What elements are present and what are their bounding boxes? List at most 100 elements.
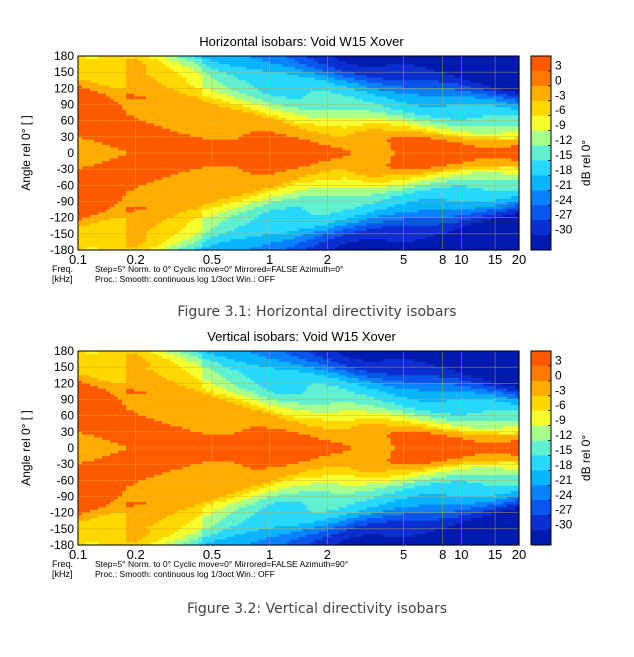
heatmap-cell (150, 58, 155, 62)
heatmap-cell (282, 61, 288, 65)
heatmap-cell (198, 58, 203, 62)
heatmap-cell (122, 155, 127, 159)
heatmap-cell (234, 115, 239, 119)
heatmap-cell (266, 228, 272, 232)
heatmap-cell (182, 196, 187, 200)
heatmap-cell (278, 185, 284, 189)
heatmap-cell (158, 182, 163, 186)
heatmap-cell (102, 158, 107, 162)
heatmap-cell (334, 126, 340, 130)
heatmap-cell (198, 131, 203, 135)
heatmap-cell (294, 139, 300, 143)
heatmap-cell (166, 155, 171, 159)
heatmap-cell (162, 198, 167, 203)
heatmap-cell (222, 196, 227, 200)
heatmap-cell (290, 139, 296, 143)
heatmap-cell (186, 88, 191, 92)
heatmap-cell (138, 193, 143, 197)
heatmap-cell (190, 69, 195, 73)
heatmap-cell (138, 166, 143, 170)
heatmap-cell (142, 153, 147, 157)
heatmap-cell (130, 220, 135, 224)
heatmap-cell (298, 185, 304, 189)
heatmap-cell (266, 171, 272, 176)
heatmap-cell (114, 188, 119, 192)
heatmap-cell (98, 96, 103, 100)
heatmap-cell (238, 128, 243, 133)
heatmap-cell (98, 217, 103, 221)
heatmap-cell (154, 96, 159, 100)
heatmap-cell (266, 158, 272, 162)
heatmap-cell (342, 58, 348, 62)
heatmap-cell (90, 66, 95, 71)
heatmap-cell (134, 244, 139, 248)
heatmap-cell (122, 104, 127, 108)
heatmap-cell (274, 223, 280, 227)
heatmap-cell (162, 139, 167, 143)
heatmap-cell (186, 241, 191, 246)
heatmap-cell (178, 136, 183, 141)
heatmap-cell (198, 193, 203, 197)
heatmap-cell (346, 115, 352, 119)
heatmap-cell (98, 69, 103, 73)
heatmap-cell (306, 185, 312, 189)
heatmap-cell (134, 198, 139, 203)
heatmap-cell (154, 88, 159, 92)
heatmap-cell (282, 153, 288, 157)
heatmap-cell (78, 96, 83, 100)
heatmap-cell (266, 244, 272, 248)
heatmap-cell (306, 163, 312, 168)
heatmap-cell (218, 123, 223, 127)
heatmap-cell (318, 56, 324, 60)
heatmap-cell (222, 112, 227, 116)
heatmap-cell (102, 225, 107, 230)
heatmap-cell (210, 58, 215, 62)
heatmap-cell (138, 241, 143, 246)
heatmap-cell (130, 77, 135, 81)
heatmap-cell (286, 214, 292, 219)
heatmap-cell (126, 123, 131, 127)
heatmap-cell (326, 161, 332, 165)
heatmap-cell (250, 155, 255, 159)
heatmap-cell (126, 185, 131, 189)
heatmap-cell (298, 147, 304, 151)
heatmap-cell (270, 93, 276, 98)
heatmap-cell (102, 228, 107, 232)
heatmap-cell (90, 126, 95, 130)
heatmap-cell (122, 201, 127, 205)
heatmap-cell (98, 107, 103, 111)
heatmap-cell (158, 61, 163, 65)
heatmap-cell (158, 104, 163, 108)
heatmap-cell (250, 93, 255, 98)
heatmap-cell (222, 115, 227, 119)
heatmap-cell (266, 77, 272, 81)
heatmap-cell (194, 233, 199, 238)
heatmap-cell (230, 220, 235, 224)
heatmap-cell (338, 82, 344, 87)
heatmap-cell (214, 158, 219, 162)
heatmap-cell (194, 155, 199, 159)
heatmap-cell (214, 179, 219, 184)
heatmap-cell (310, 220, 316, 224)
heatmap-cell (218, 139, 223, 143)
heatmap-cell (238, 117, 243, 122)
heatmap-cell (166, 131, 171, 135)
heatmap-cell (318, 142, 324, 146)
heatmap-cell (254, 206, 260, 211)
heatmap-cell (326, 177, 332, 181)
heatmap-cell (338, 104, 344, 108)
heatmap-cell (258, 88, 264, 92)
heatmap-cell (90, 244, 95, 248)
heatmap-cell (218, 142, 223, 146)
heatmap-cell (142, 163, 147, 168)
heatmap-cell (190, 91, 195, 95)
heatmap-cell (258, 150, 264, 154)
heatmap-cell (78, 225, 83, 230)
heatmap-cell (298, 150, 304, 154)
heatmap-cell (166, 101, 171, 106)
heatmap-cell (350, 107, 356, 111)
heatmap-cell (110, 112, 115, 116)
heatmap-cell (174, 120, 179, 124)
heatmap-cell (254, 109, 260, 114)
heatmap-cell (254, 150, 260, 154)
